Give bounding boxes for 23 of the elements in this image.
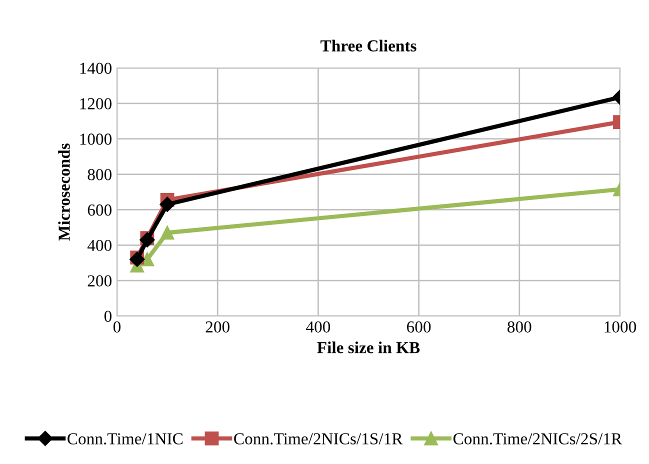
point <box>140 252 154 266</box>
x-tick-label: 600 <box>407 321 431 333</box>
point <box>160 196 175 212</box>
legend-label: Conn.Time/1NIC <box>68 433 183 445</box>
y-axis-title: Microseconds <box>58 143 70 241</box>
legend-label: Conn.Time/2NICs/2S/1R <box>453 433 622 445</box>
point <box>160 226 174 240</box>
x-tick-label: 200 <box>206 321 230 333</box>
x-axis-title: File size in KB <box>317 342 420 354</box>
x-tick-label: 400 <box>306 321 330 333</box>
x-tick-label: 800 <box>508 321 532 333</box>
legend-label: Conn.Time/2NICs/1S/1R <box>234 433 403 445</box>
x-tick-label: 0 <box>113 321 121 333</box>
y-tick-label: 200 <box>88 275 112 287</box>
chart-title: Three Clients <box>320 40 416 52</box>
y-tick-label: 1000 <box>80 134 112 145</box>
y-tick-label: 1400 <box>80 62 112 74</box>
y-tick-label: 600 <box>88 204 112 216</box>
y-tick-label: 400 <box>87 240 112 252</box>
x-tick-label: 1000 <box>604 321 636 333</box>
y-tick-label: 1200 <box>80 98 112 110</box>
y-tick-label: 0 <box>104 310 112 322</box>
y-tick-label: 800 <box>88 168 112 180</box>
